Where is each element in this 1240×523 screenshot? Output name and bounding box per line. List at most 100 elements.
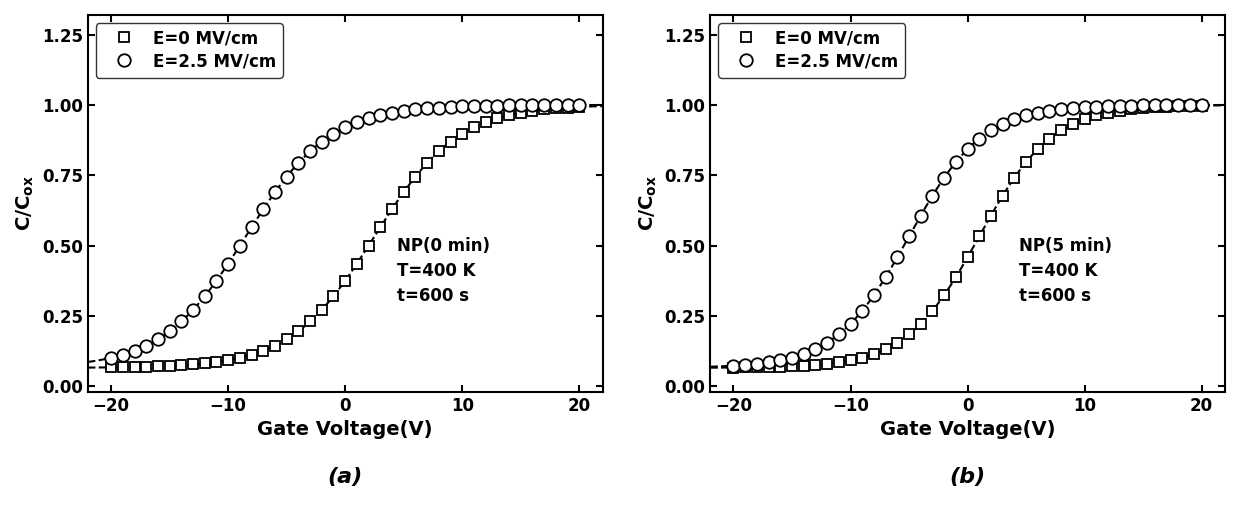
E=2.5 MV/cm [1078, 104, 1092, 110]
E=0 MV/cm [537, 106, 552, 112]
E=0 MV/cm [843, 357, 858, 363]
E=0 MV/cm [115, 364, 130, 370]
E=0 MV/cm [221, 357, 236, 363]
E=0 MV/cm [878, 346, 893, 352]
E=2.5 MV/cm [749, 361, 764, 367]
E=2.5 MV/cm [350, 119, 365, 126]
E=0 MV/cm [1007, 175, 1022, 181]
E=2.5 MV/cm [244, 224, 259, 230]
E=2.5 MV/cm [455, 104, 470, 110]
Legend: E=0 MV/cm, E=2.5 MV/cm: E=0 MV/cm, E=2.5 MV/cm [95, 24, 283, 78]
E=2.5 MV/cm [139, 343, 154, 349]
E=0 MV/cm [279, 336, 294, 343]
E=0 MV/cm [773, 363, 787, 370]
E=2.5 MV/cm [854, 308, 869, 314]
E=2.5 MV/cm [1159, 102, 1174, 108]
E=2.5 MV/cm [1101, 103, 1116, 109]
E=2.5 MV/cm [501, 103, 516, 109]
E=2.5 MV/cm [490, 103, 505, 109]
E=2.5 MV/cm [925, 192, 940, 199]
E=0 MV/cm [255, 348, 270, 354]
E=0 MV/cm [303, 319, 317, 325]
E=2.5 MV/cm [255, 206, 270, 212]
X-axis label: Gate Voltage(V): Gate Voltage(V) [880, 420, 1055, 439]
E=2.5 MV/cm [537, 102, 552, 108]
E=0 MV/cm [384, 206, 399, 212]
E=2.5 MV/cm [901, 233, 916, 240]
E=0 MV/cm [867, 351, 882, 357]
E=2.5 MV/cm [232, 243, 247, 249]
E=0 MV/cm [1030, 146, 1045, 152]
E=2.5 MV/cm [1136, 103, 1151, 109]
E=2.5 MV/cm [1171, 102, 1185, 108]
E=0 MV/cm [443, 139, 458, 145]
E=2.5 MV/cm [1065, 105, 1080, 111]
Line: E=2.5 MV/cm: E=2.5 MV/cm [727, 99, 1208, 372]
E=2.5 MV/cm [1112, 103, 1127, 109]
E=2.5 MV/cm [408, 106, 423, 112]
E=2.5 MV/cm [1018, 112, 1033, 118]
E=0 MV/cm [314, 306, 329, 313]
E=2.5 MV/cm [914, 212, 929, 219]
E=2.5 MV/cm [831, 331, 846, 337]
E=2.5 MV/cm [419, 105, 434, 111]
Line: E=0 MV/cm: E=0 MV/cm [729, 101, 1207, 372]
E=0 MV/cm [126, 364, 141, 370]
E=2.5 MV/cm [466, 103, 481, 109]
E=0 MV/cm [501, 112, 516, 118]
E=0 MV/cm [914, 321, 929, 327]
E=0 MV/cm [548, 105, 563, 111]
E=0 MV/cm [972, 233, 987, 240]
E=2.5 MV/cm [1007, 116, 1022, 122]
E=0 MV/cm [761, 364, 776, 370]
E=2.5 MV/cm [738, 362, 753, 368]
E=0 MV/cm [901, 331, 916, 337]
E=2.5 MV/cm [785, 355, 800, 361]
Text: (b): (b) [950, 467, 986, 487]
E=0 MV/cm [361, 243, 376, 249]
E=2.5 MV/cm [1183, 102, 1198, 108]
E=2.5 MV/cm [1194, 102, 1209, 108]
E=2.5 MV/cm [996, 121, 1011, 127]
E=0 MV/cm [525, 108, 539, 114]
E=2.5 MV/cm [761, 359, 776, 366]
X-axis label: Gate Voltage(V): Gate Voltage(V) [258, 420, 433, 439]
E=0 MV/cm [150, 363, 165, 370]
E=0 MV/cm [1147, 104, 1162, 110]
E=2.5 MV/cm [1147, 102, 1162, 108]
E=2.5 MV/cm [115, 351, 130, 358]
E=0 MV/cm [560, 105, 575, 111]
E=0 MV/cm [350, 260, 365, 267]
Y-axis label: C/C$_{\mathbf{ox}}$: C/C$_{\mathbf{ox}}$ [15, 175, 36, 231]
E=2.5 MV/cm [150, 336, 165, 343]
E=2.5 MV/cm [572, 102, 587, 108]
E=2.5 MV/cm [1054, 106, 1069, 112]
Legend: E=0 MV/cm, E=2.5 MV/cm: E=0 MV/cm, E=2.5 MV/cm [718, 24, 905, 78]
E=0 MV/cm [960, 254, 975, 260]
E=2.5 MV/cm [373, 112, 388, 118]
E=0 MV/cm [408, 174, 423, 180]
E=2.5 MV/cm [983, 127, 998, 133]
E=2.5 MV/cm [186, 306, 201, 313]
E=2.5 MV/cm [1089, 104, 1104, 110]
E=0 MV/cm [808, 362, 823, 368]
E=2.5 MV/cm [279, 174, 294, 180]
E=0 MV/cm [1112, 107, 1127, 113]
E=0 MV/cm [949, 274, 963, 280]
E=0 MV/cm [466, 124, 481, 130]
Text: NP(0 min)
T=400 K
t=600 s: NP(0 min) T=400 K t=600 s [397, 237, 490, 305]
E=0 MV/cm [513, 109, 528, 116]
E=0 MV/cm [572, 104, 587, 110]
E=0 MV/cm [232, 355, 247, 361]
E=2.5 MV/cm [525, 102, 539, 108]
E=2.5 MV/cm [291, 160, 306, 166]
E=0 MV/cm [1054, 127, 1069, 133]
E=2.5 MV/cm [878, 274, 893, 280]
E=2.5 MV/cm [960, 146, 975, 152]
E=0 MV/cm [326, 293, 341, 299]
E=0 MV/cm [1159, 104, 1174, 110]
E=0 MV/cm [996, 192, 1011, 199]
E=2.5 MV/cm [513, 102, 528, 108]
E=0 MV/cm [1018, 159, 1033, 165]
E=2.5 MV/cm [337, 124, 352, 130]
